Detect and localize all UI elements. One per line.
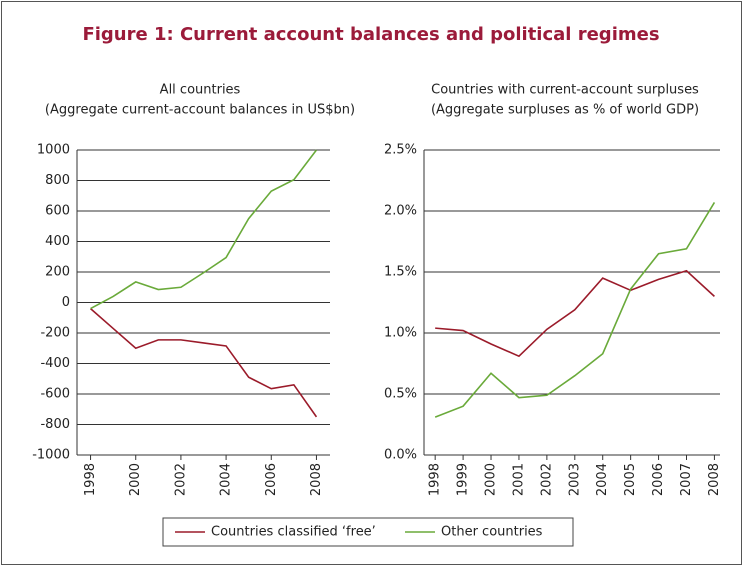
x-tick-label: 2004	[595, 463, 610, 496]
series-line	[435, 269, 715, 358]
x-tick-label: 2008	[309, 463, 324, 496]
y-tick-label: -200	[40, 326, 70, 341]
y-tick-label: 2.0%	[384, 204, 417, 219]
chart-subtitle: (Aggregate current-account balances in U…	[45, 103, 355, 118]
x-tick-label: 2000	[484, 463, 499, 496]
x-tick-label: 1999	[456, 463, 471, 496]
chart-title: Countries with current-account surpluses	[431, 83, 699, 98]
x-tick-label: 2003	[567, 463, 582, 496]
y-tick-label: 1000	[37, 143, 70, 158]
x-tick-label: 2000	[128, 463, 143, 496]
x-tick-label: 2008	[707, 463, 722, 496]
y-tick-label: -800	[40, 417, 70, 432]
x-tick-label: 2007	[679, 463, 694, 496]
x-tick-label: 2002	[539, 463, 554, 496]
x-tick-label: 2006	[264, 463, 279, 496]
series-line	[90, 307, 318, 418]
series-line	[90, 149, 318, 310]
x-tick-label: 2005	[623, 463, 638, 496]
x-tick-label: 2004	[219, 463, 234, 496]
y-tick-label: -1000	[32, 448, 70, 463]
y-tick-label: -600	[40, 387, 70, 402]
y-tick-label: 0.0%	[384, 448, 417, 463]
figure-title: Figure 1: Current account balances and p…	[82, 24, 659, 45]
x-tick-label: 2001	[511, 463, 526, 496]
legend-label: Countries classified ‘free’	[211, 525, 376, 540]
chart-title: All countries	[160, 83, 241, 98]
y-tick-label: 800	[45, 173, 70, 188]
y-tick-label: 0.5%	[384, 387, 417, 402]
y-tick-label: 2.5%	[384, 143, 417, 158]
y-tick-label: -400	[40, 356, 70, 371]
x-tick-label: 2006	[651, 463, 666, 496]
y-tick-label: 1.5%	[384, 265, 417, 280]
chart-subtitle: (Aggregate surpluses as % of world GDP)	[431, 103, 699, 118]
y-tick-label: 0	[62, 295, 70, 310]
x-tick-label: 2002	[173, 463, 188, 496]
y-tick-label: 400	[45, 234, 70, 249]
legend	[162, 517, 574, 547]
x-tick-label: 1998	[428, 463, 443, 496]
legend-label: Other countries	[441, 525, 543, 540]
x-tick-label: 1998	[83, 463, 98, 496]
y-tick-label: 200	[45, 265, 70, 280]
series-line	[434, 202, 716, 418]
y-tick-label: 600	[45, 204, 70, 219]
y-tick-label: 1.0%	[384, 326, 417, 341]
